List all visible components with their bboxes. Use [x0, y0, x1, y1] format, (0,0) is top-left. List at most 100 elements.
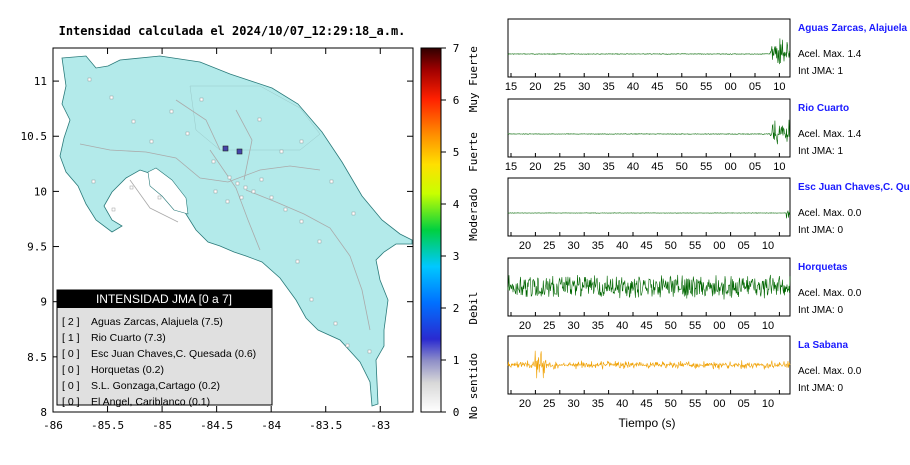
trace-x-tick-label: 20 — [519, 240, 531, 252]
trace-x-tick-label: 40 — [627, 81, 639, 93]
station-dot — [109, 95, 114, 100]
station-dot — [235, 181, 240, 186]
trace-x-tick-label: 05 — [738, 320, 750, 332]
station-dot — [239, 195, 244, 200]
trace-x-tick-label: 55 — [700, 81, 712, 93]
colorbar-categories: No sentido Debil Moderado Fuerte Muy Fuerte — [467, 46, 480, 419]
legend-item-bracket: [ 0 ] — [62, 396, 80, 408]
trace-x-tick-label: 25 — [554, 81, 566, 93]
colorbar-ticks: 0 1 2 3 4 5 6 7 — [441, 42, 460, 419]
legend-item-bracket: [ 0 ] — [62, 380, 80, 392]
station-dot — [257, 117, 262, 122]
trace-x-tick-label: 10 — [762, 240, 774, 252]
map-y-tick-label: 10 — [34, 185, 47, 198]
colorbar-category-label: Fuerte — [467, 132, 480, 172]
trace-x-tick-label: 45 — [651, 81, 663, 93]
station-dot — [367, 349, 372, 354]
trace-x-tick-label: 25 — [554, 161, 566, 173]
trace-waveform — [507, 119, 791, 145]
trace-x-tick-label: 55 — [700, 161, 712, 173]
colorbar-tick-label: 1 — [453, 354, 460, 367]
trace-x-tick-label: 10 — [773, 161, 785, 173]
legend-title: INTENSIDAD JMA [0 a 7] — [96, 292, 232, 306]
legend-items: [ 2 ] Aguas Zarcas, Alajuela (7.5) [ 1 ] Ri… — [62, 316, 256, 408]
trace-x-tick-label: 50 — [665, 240, 677, 252]
station-dot — [211, 159, 216, 164]
map-y-tick-label: 8.5 — [27, 351, 47, 364]
map-x-tick-label: -85 — [152, 419, 172, 432]
trace-int-jma: Int JMA: 0 — [798, 225, 843, 236]
trace-waveform — [507, 274, 791, 300]
map-y-tick-label: 9.5 — [27, 241, 47, 254]
trace-x-tick-label: 00 — [713, 240, 725, 252]
trace-x-tick-label: 40 — [616, 320, 628, 332]
trace-x-tick-label: 50 — [676, 161, 688, 173]
station-dot — [157, 195, 162, 200]
trace-acel-max: Acel. Max. 0.0 — [798, 288, 862, 299]
station-dot — [283, 207, 288, 212]
trace-waveform — [507, 38, 791, 65]
trace-x-tick-label: 50 — [665, 320, 677, 332]
trace-x-tick-label: 50 — [665, 398, 677, 410]
trace-panel: 20 25 30 35 40 45 50 55 00 05 10 Horquetas Acel. Max… — [507, 257, 862, 332]
trace-x-tick-label: 25 — [543, 320, 555, 332]
station-aguas-zarcas-marker — [222, 145, 229, 152]
station-dot — [129, 185, 134, 190]
trace-x-tick-label: 45 — [640, 320, 652, 332]
trace-int-jma: Int JMA: 0 — [798, 305, 843, 316]
colorbar-category-label: Moderado — [467, 188, 480, 241]
station-dot — [251, 189, 256, 194]
trace-x-tick-label: 20 — [529, 161, 541, 173]
trace-panel: 15 20 25 30 35 40 45 50 55 00 05 10 Rio Cuarto Acel. … — [505, 98, 862, 173]
legend-item-name: Horquetas (0.2) — [91, 364, 164, 376]
legend-item-bracket: [ 2 ] — [62, 316, 80, 328]
trace-x-tick-label: 00 — [713, 398, 725, 410]
trace-x-tick-label: 30 — [578, 81, 590, 93]
colorbar-tick-label: 6 — [453, 94, 460, 107]
trace-waveform — [507, 350, 791, 379]
map-x-tick-label: -84 — [261, 419, 281, 432]
colorbar-tick-label: 4 — [453, 198, 460, 211]
trace-x-tick-label: 35 — [592, 240, 604, 252]
station-dot — [185, 131, 190, 136]
trace-station-name: Rio Cuarto — [798, 103, 849, 114]
trace-x-tick-label: 15 — [505, 81, 517, 93]
trace-station-name: Esc Juan Chaves,C. Qu — [798, 182, 910, 193]
map-y-tick-label: 9 — [40, 296, 47, 309]
colorbar-category-label: Debil — [467, 291, 480, 324]
station-dot — [87, 77, 92, 82]
station-dot — [243, 185, 248, 190]
legend-item-name: Esc Juan Chaves,C. Quesada (0.6) — [91, 348, 256, 360]
trace-int-jma: Int JMA: 0 — [798, 383, 843, 394]
station-dot — [279, 149, 284, 154]
station-dot — [149, 139, 154, 144]
trace-x-tick-label: 50 — [676, 81, 688, 93]
station-dot — [199, 97, 204, 102]
trace-x-tick-label: 20 — [519, 320, 531, 332]
map-y-tick-label: 10.5 — [21, 130, 48, 143]
station-dot — [345, 343, 350, 348]
colorbar-tick-label: 3 — [453, 250, 460, 263]
trace-int-jma: Int JMA: 1 — [798, 146, 843, 157]
legend-item-name: Rio Cuarto (7.3) — [91, 332, 166, 344]
trace-frame — [507, 18, 791, 78]
trace-x-tick-label: 30 — [567, 320, 579, 332]
station-dot — [269, 195, 274, 200]
trace-x-tick-label: 20 — [529, 81, 541, 93]
trace-x-tick-label: 30 — [578, 161, 590, 173]
trace-panel: 15 20 25 30 35 40 45 50 55 00 05 10 Aguas Zarcas, Al… — [505, 18, 908, 93]
trace-frame — [507, 257, 791, 317]
trace-acel-max: Acel. Max. 0.0 — [798, 208, 862, 219]
station-dot — [333, 321, 338, 326]
trace-frame — [507, 98, 791, 158]
map-y-tick-label: 8 — [40, 406, 47, 419]
station-dot — [295, 259, 300, 264]
map-x-tick-label: -85.5 — [91, 419, 124, 432]
station-dot — [91, 179, 96, 184]
station-dot — [309, 297, 314, 302]
trace-waveform — [507, 210, 791, 219]
station-dot — [213, 189, 218, 194]
station-dot — [329, 179, 334, 184]
